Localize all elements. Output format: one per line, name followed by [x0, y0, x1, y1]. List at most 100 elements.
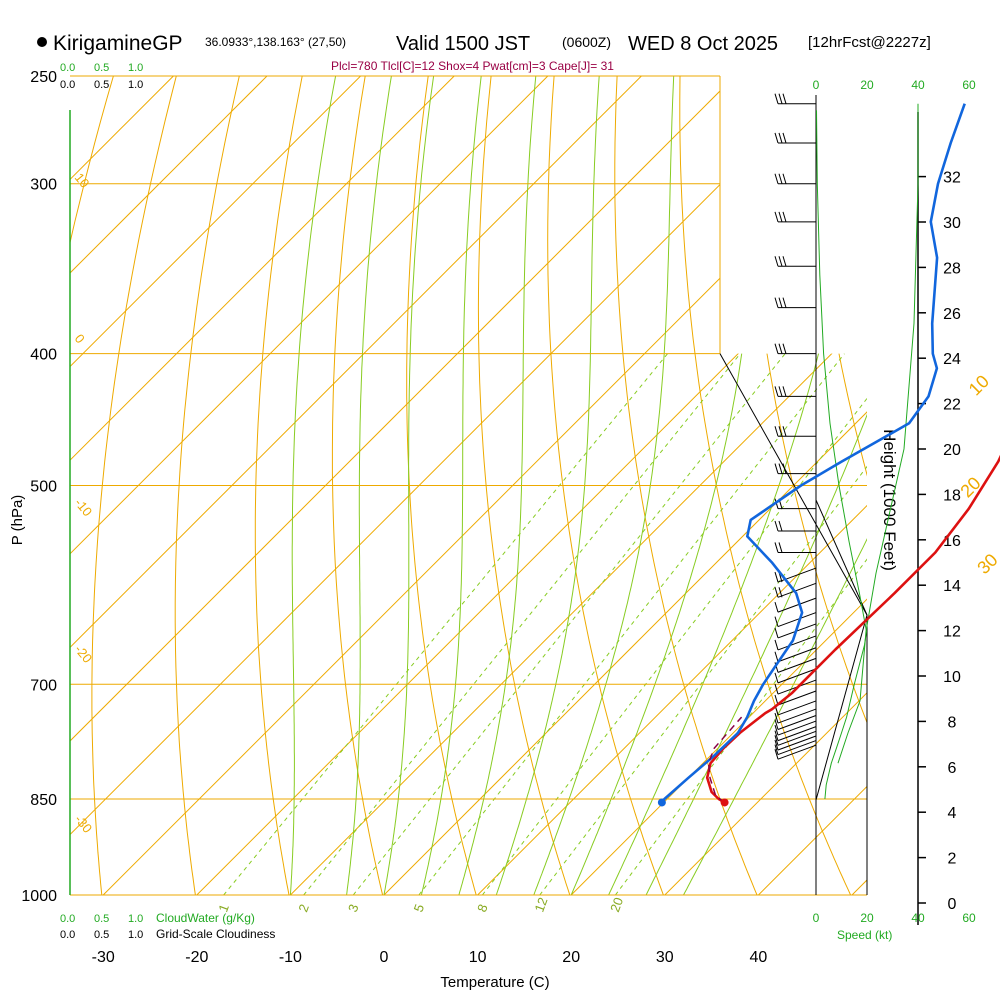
wind-barb-flag	[778, 132, 783, 144]
top-black-tick-1: 0.5	[94, 79, 109, 91]
isotherm-line	[70, 76, 268, 895]
height-tick-label: 20	[943, 442, 961, 459]
dry-adiabat-line	[70, 76, 121, 895]
speed-tick-top: 40	[911, 78, 925, 92]
valid-time: Valid 1500 JST	[396, 33, 530, 55]
wind-barb-flag	[774, 730, 779, 741]
wind-barb-flag	[778, 343, 783, 354]
wind-barb-flag	[782, 297, 787, 308]
wind-barb-flag	[774, 426, 779, 437]
wind-barb-staff	[777, 730, 817, 746]
pressure-tick-label: 250	[30, 69, 57, 86]
speed-tick-top: 0	[813, 78, 820, 92]
wind-barb-staff	[777, 647, 817, 663]
wind-barb-flag	[774, 739, 779, 751]
height-tick-label: 26	[943, 306, 961, 323]
dry-adiabat-label: 10	[72, 170, 93, 191]
height-tick-label: 28	[943, 260, 961, 277]
wind-barb-flag	[782, 256, 787, 267]
mixing-ratio-label: 1	[215, 902, 232, 914]
bottom-green-tick-1: 0.5	[94, 913, 109, 925]
temperature-tick-label: 40	[750, 949, 768, 966]
top-green-tick-0: 0.0	[60, 62, 75, 74]
pressure-tick-label: 500	[30, 479, 57, 496]
moist-adiabat-line	[458, 76, 537, 895]
wind-barb-flag	[774, 719, 779, 730]
wind-barb-staff	[777, 668, 817, 684]
wind-barb-flag	[782, 132, 787, 144]
mixing-ratio-line	[418, 353, 845, 895]
temperature-tick-label: 20	[562, 949, 580, 966]
x-axis-title: Temperature (C)	[440, 974, 549, 991]
height-tick-label: 4	[948, 805, 957, 822]
temperature-tick-label: -20	[185, 949, 208, 966]
mixing-ratio-label: 12	[531, 895, 550, 914]
mixing-ratio-line	[303, 353, 741, 895]
mixing-ratio-line	[614, 353, 867, 895]
wind-barb-flag	[782, 211, 787, 222]
wind-barb-staff	[777, 726, 817, 742]
dry-adiabat-line	[174, 76, 246, 895]
cloudwater-label: CloudWater (g/Kg)	[156, 911, 255, 925]
pressure-tick-label: 700	[30, 677, 57, 694]
isotherm-label: 30	[973, 550, 1000, 578]
wind-barb-flag	[774, 571, 779, 583]
height-axis-title: Height (1000 Feet)	[880, 429, 899, 571]
isotherm-line	[570, 76, 867, 895]
wind-barb-flag	[778, 542, 783, 553]
moist-adiabat-line	[383, 76, 435, 895]
surface-temperature-marker	[720, 798, 729, 807]
wind-barb-staff	[777, 735, 817, 751]
wind-barb-flag	[782, 386, 787, 397]
wind-speed-profile-upper	[837, 103, 919, 764]
dry-adiabat-line	[331, 76, 391, 895]
isotherm-line	[70, 76, 455, 895]
speed-tick-top: 20	[860, 78, 874, 92]
mixing-ratio-label: 5	[411, 902, 428, 914]
mixing-ratio-label: 2	[295, 902, 312, 914]
temperature-tick-label: 30	[656, 949, 674, 966]
bottom-black-tick-1: 0.5	[94, 929, 109, 941]
wind-barb-flag	[774, 735, 779, 746]
isotherm-line	[477, 76, 867, 895]
wind-barb-staff	[777, 657, 817, 673]
wind-barb-flag	[774, 542, 779, 553]
mixing-ratio-label: 20	[607, 895, 626, 914]
wind-barb-flag	[774, 386, 779, 397]
sounding-series	[657, 103, 1000, 807]
wind-barb-staff	[777, 612, 817, 628]
wind-barb-flag	[774, 639, 779, 651]
wind-barb-flag	[774, 343, 779, 354]
wind-barb-staff	[777, 715, 817, 730]
dry-adiabat-line	[477, 76, 580, 895]
wind-barb-flag	[782, 173, 787, 184]
wind-barb-flag	[774, 627, 779, 639]
wind-barb-flag	[774, 297, 779, 308]
wind-barb-flag	[774, 683, 779, 695]
temperature-tick-label: -30	[92, 949, 115, 966]
top-black-tick-0: 0.0	[60, 79, 75, 91]
height-tick-label: 10	[943, 669, 961, 686]
height-tick-label: 16	[943, 533, 961, 550]
mixing-ratio-line	[352, 353, 786, 895]
wind-barb-flag	[774, 724, 779, 736]
wind-barb-flag	[778, 297, 783, 308]
height-tick-label: 32	[943, 170, 961, 187]
bottom-green-tick-2: 1.0	[128, 913, 143, 925]
wind-barb-flag	[774, 256, 779, 267]
isotherm-label: 10	[965, 371, 993, 399]
mixing-ratio-label: 8	[474, 902, 491, 914]
speed-tick-bottom: 20	[860, 911, 874, 925]
wind-barb-staff	[777, 740, 817, 756]
tick-labels: 1 2 3 5 8 12 20 0246810121416182022242628303225…	[21, 69, 1000, 966]
speed-tick-bottom: 0	[813, 911, 820, 925]
wind-barb-staff	[777, 700, 817, 716]
wind-barb-flag	[778, 211, 783, 222]
mixing-ratio-line	[223, 353, 668, 895]
wind-barb-staff	[777, 720, 817, 736]
bottom-black-tick-0: 0.0	[60, 929, 75, 941]
speed-tick-bottom: 40	[911, 911, 925, 925]
speed-axis-title: Speed (kt)	[837, 928, 892, 942]
wind-barb-flag	[778, 93, 783, 104]
